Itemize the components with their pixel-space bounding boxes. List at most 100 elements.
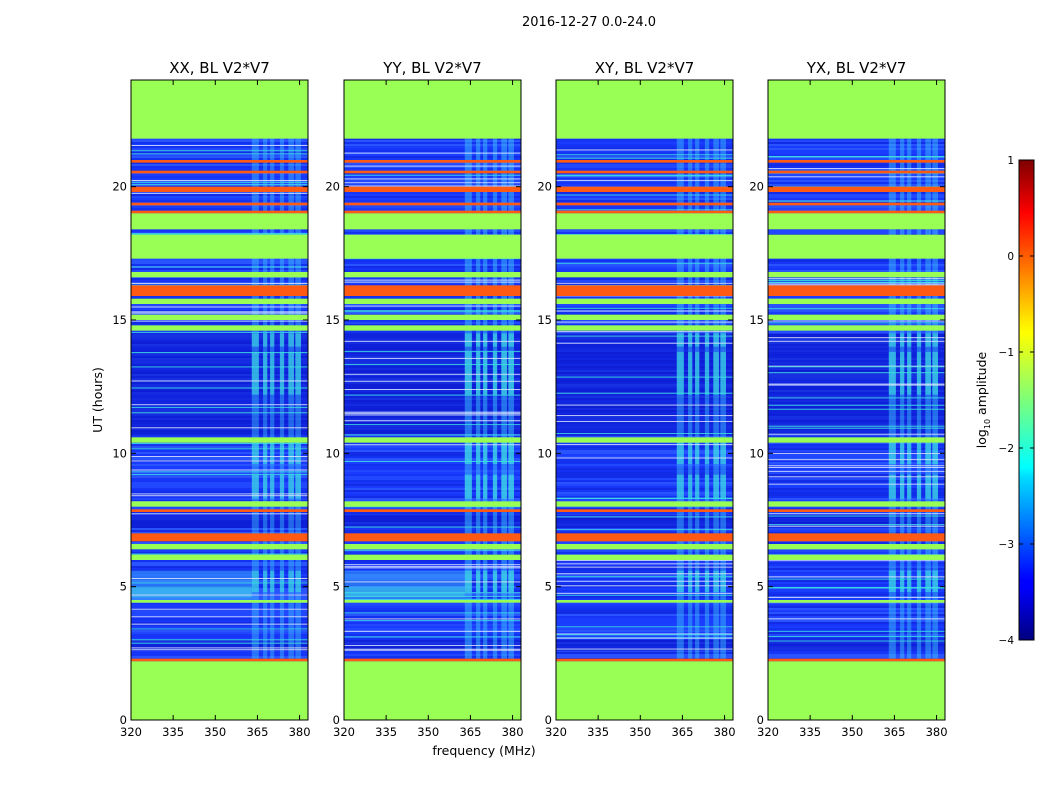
noise-row bbox=[768, 570, 945, 572]
time-glitch-line bbox=[768, 459, 945, 461]
noise-row bbox=[344, 264, 521, 266]
quiet-region bbox=[556, 514, 733, 528]
axes-frame bbox=[555, 79, 734, 721]
x-tick-label: 320 bbox=[545, 725, 567, 739]
time-glitch-line bbox=[344, 581, 521, 583]
noise-row bbox=[768, 506, 945, 508]
rfi-segment bbox=[279, 333, 285, 347]
rfi-segment bbox=[295, 474, 301, 499]
noise-row bbox=[131, 442, 308, 444]
rfi-segment bbox=[688, 333, 693, 347]
noise-row bbox=[768, 474, 945, 476]
noise-row bbox=[768, 602, 945, 604]
rfi-channel bbox=[720, 138, 726, 659]
noise-row bbox=[344, 150, 521, 152]
y-tick-label: 20 bbox=[112, 180, 127, 194]
heatmap bbox=[768, 80, 945, 720]
noise-row bbox=[768, 638, 945, 640]
flag-band bbox=[131, 554, 308, 560]
noise-row bbox=[556, 320, 733, 322]
quiet-region bbox=[556, 640, 733, 651]
time-glitch-line bbox=[344, 618, 521, 620]
noise-row bbox=[131, 636, 308, 638]
noise-row bbox=[768, 462, 945, 464]
rfi-channel bbox=[907, 138, 912, 659]
rfi-segment bbox=[263, 442, 268, 464]
noise-row bbox=[131, 164, 308, 166]
noise-row bbox=[131, 618, 308, 620]
time-glitch-line bbox=[556, 321, 733, 323]
noise-row bbox=[131, 174, 308, 176]
time-glitch-line bbox=[131, 456, 308, 458]
bright-band bbox=[768, 509, 945, 512]
noise-row bbox=[131, 626, 308, 628]
noise-row bbox=[344, 488, 521, 490]
time-glitch-line bbox=[344, 424, 521, 426]
time-glitch-line bbox=[768, 476, 945, 478]
flagged-region bbox=[768, 213, 945, 230]
noise-row bbox=[556, 446, 733, 448]
time-glitch-line bbox=[344, 649, 521, 651]
noise-row bbox=[556, 550, 733, 552]
noise-row bbox=[344, 162, 521, 164]
rfi-channel bbox=[916, 138, 922, 659]
noise-row bbox=[768, 162, 945, 164]
noise-row bbox=[344, 284, 521, 286]
rfi-segment bbox=[251, 333, 259, 347]
noise-row bbox=[344, 464, 521, 466]
time-glitch-line bbox=[556, 157, 733, 159]
time-glitch-line bbox=[768, 483, 945, 485]
noise-row bbox=[344, 606, 521, 608]
x-tick-label: 335 bbox=[799, 725, 821, 739]
excess-region bbox=[131, 570, 252, 603]
rfi-channel bbox=[483, 138, 488, 659]
noise-row bbox=[344, 280, 521, 282]
noise-row bbox=[556, 304, 733, 306]
noise-row bbox=[131, 142, 308, 144]
noise-row bbox=[344, 610, 521, 612]
noise-row bbox=[131, 308, 308, 310]
time-glitch-line bbox=[556, 648, 733, 650]
time-glitch-line bbox=[556, 331, 733, 333]
rfi-segment bbox=[476, 474, 481, 499]
noise-row bbox=[556, 268, 733, 270]
noise-row bbox=[344, 604, 521, 606]
noise-row bbox=[344, 200, 521, 202]
time-glitch-line bbox=[131, 594, 308, 596]
time-glitch-line bbox=[768, 320, 945, 322]
noise-row bbox=[131, 542, 308, 544]
noise-row bbox=[556, 598, 733, 600]
noise-row bbox=[556, 140, 733, 142]
noise-row bbox=[131, 268, 308, 270]
flagged-region bbox=[344, 213, 521, 230]
rfi-segment bbox=[720, 352, 726, 395]
noise-row bbox=[556, 480, 733, 482]
time-glitch-line bbox=[344, 351, 521, 353]
noise-row bbox=[768, 650, 945, 652]
noise-row bbox=[344, 194, 521, 196]
rfi-segment bbox=[907, 333, 912, 347]
time-glitch-line bbox=[344, 444, 521, 446]
noise-row bbox=[131, 638, 308, 640]
x-tick-label: 335 bbox=[162, 725, 184, 739]
time-glitch-line bbox=[768, 340, 945, 342]
noise-row bbox=[768, 264, 945, 266]
noise-row bbox=[768, 268, 945, 270]
rfi-segment bbox=[925, 333, 931, 347]
noise-row bbox=[344, 140, 521, 142]
time-glitch-line bbox=[768, 372, 945, 374]
noise-row bbox=[556, 528, 733, 530]
noise-row bbox=[768, 632, 945, 634]
noise-row bbox=[344, 270, 521, 272]
flag-band bbox=[768, 298, 945, 304]
time-glitch-line bbox=[344, 598, 521, 600]
noise-row bbox=[768, 598, 945, 600]
time-glitch-line bbox=[344, 394, 521, 396]
noise-row bbox=[131, 230, 308, 232]
rfi-segment bbox=[508, 442, 514, 464]
noise-row bbox=[768, 508, 945, 510]
rfi-segment bbox=[279, 570, 285, 592]
time-glitch-line bbox=[131, 150, 308, 152]
time-glitch-line bbox=[556, 594, 733, 596]
noise-row bbox=[344, 304, 521, 306]
